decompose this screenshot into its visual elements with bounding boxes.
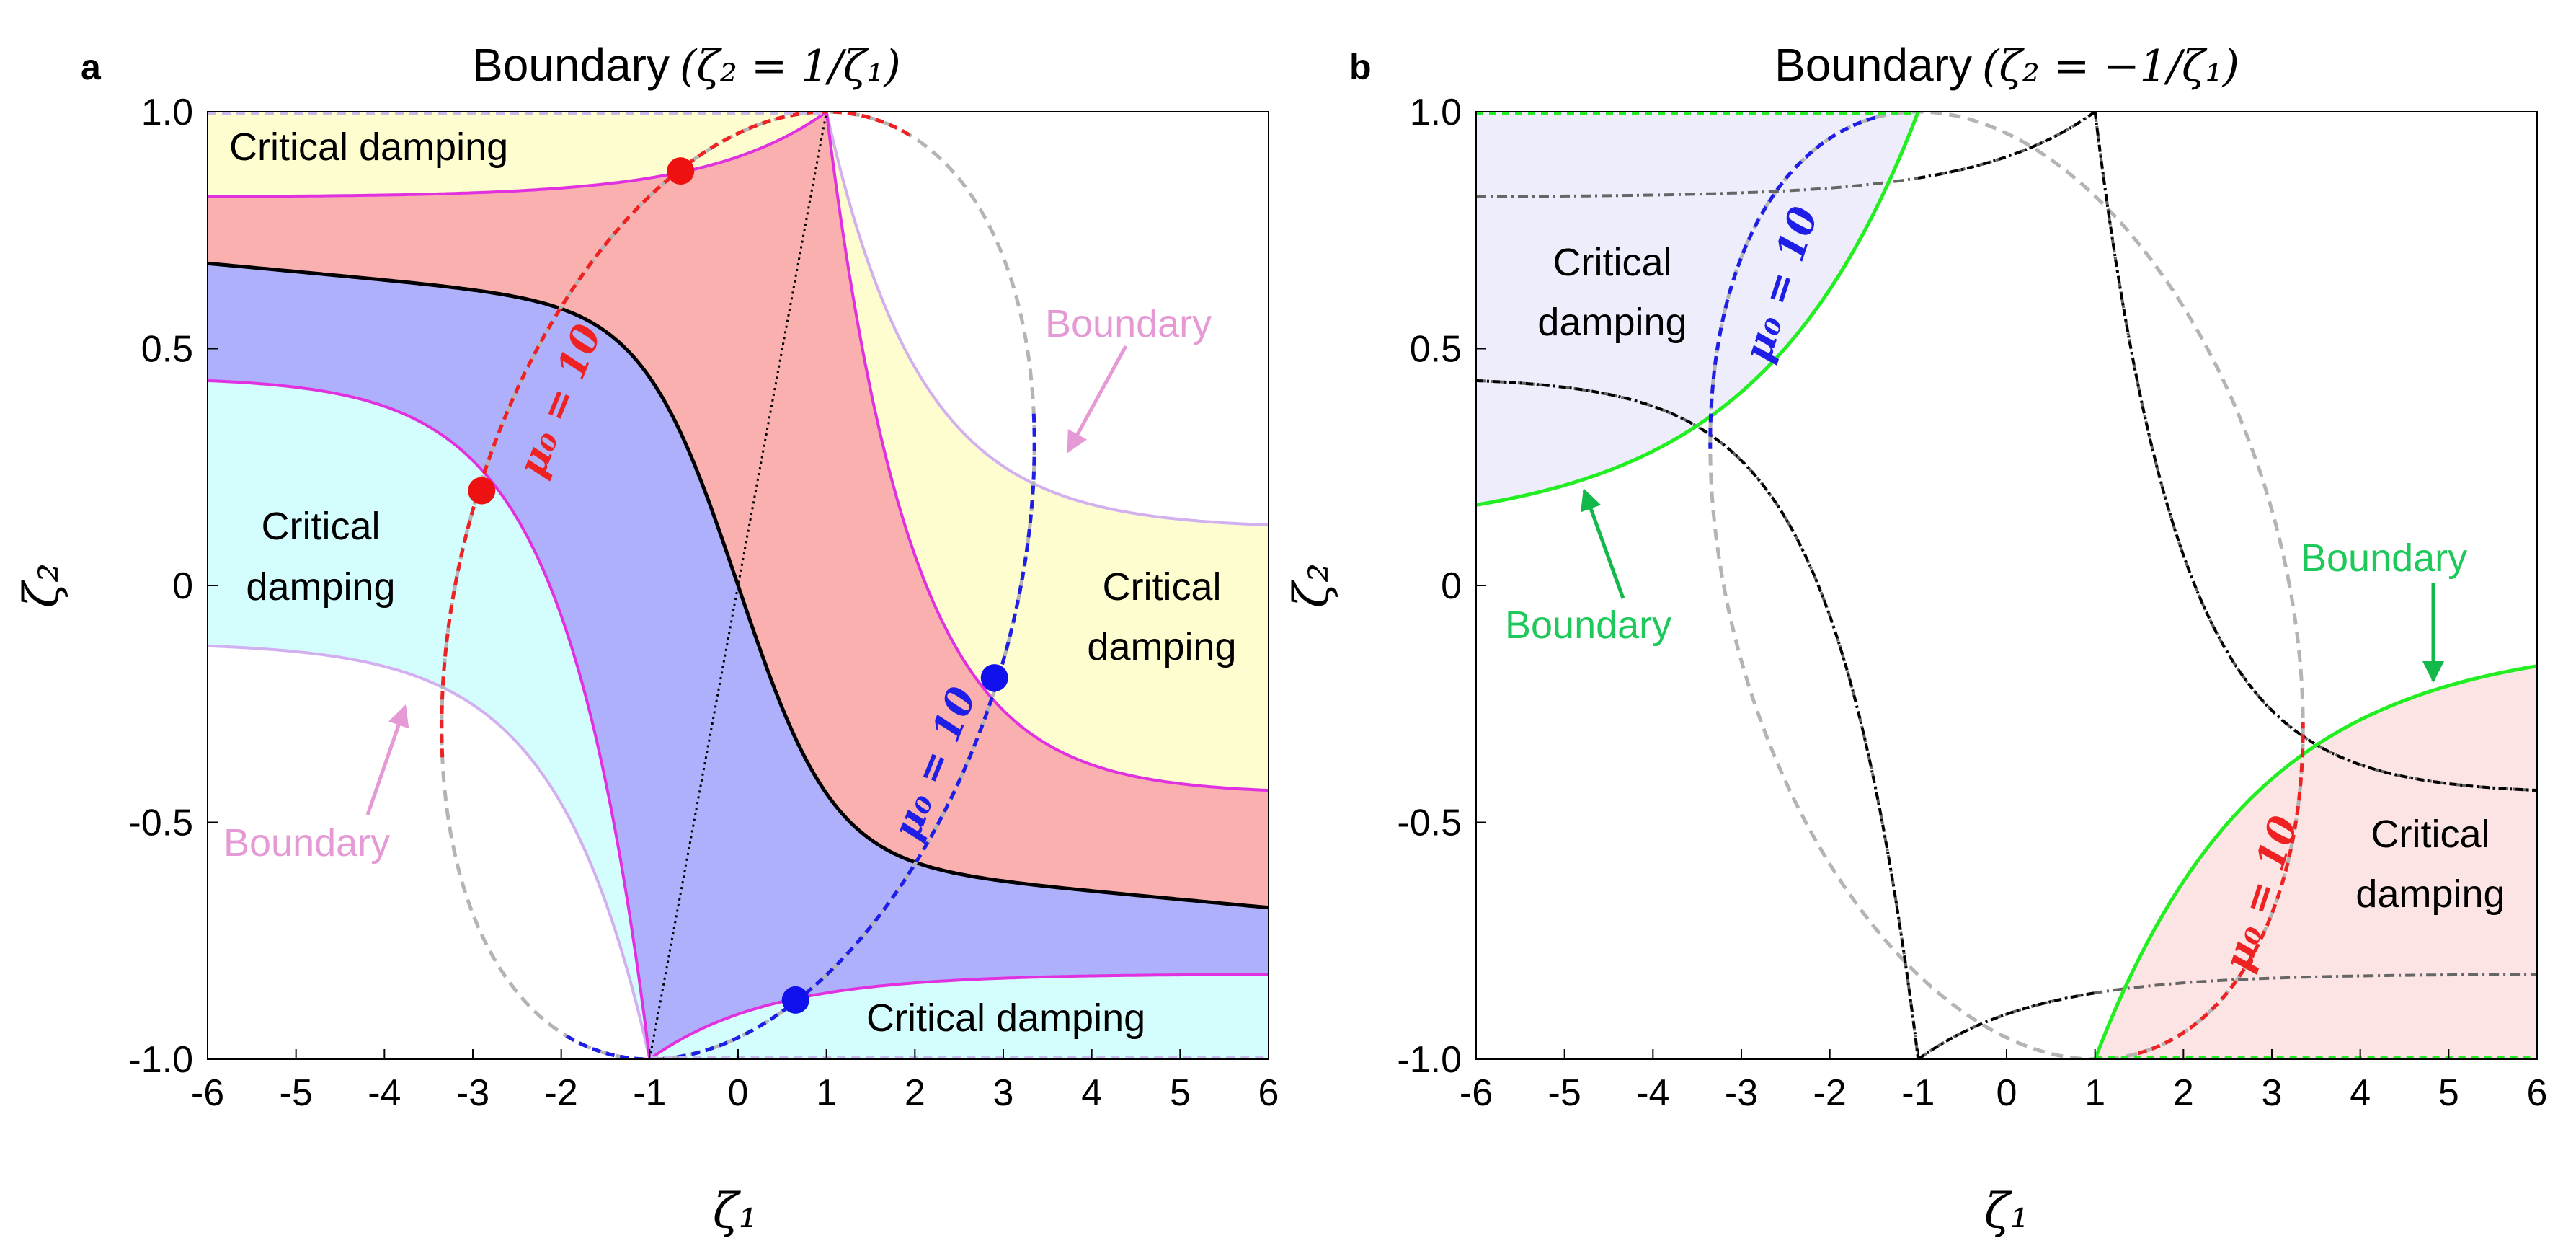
panel-a-xlabel: ζ₁ xyxy=(713,1183,758,1239)
y-tick-label: 1.0 xyxy=(141,92,193,133)
boundary-label-right: Boundary xyxy=(2301,536,2467,580)
y-tick-label: 1.0 xyxy=(1410,92,1462,133)
x-tick-label: -1 xyxy=(1901,1072,1935,1114)
marked-point-blue xyxy=(781,986,809,1014)
black-dashdot-curve-3 xyxy=(1917,991,2096,1059)
panel-b: b Boundary (ζ₂ = −1/ζ₁) -6 -5 -4 -3 -2 -1 0 1 2 3 4… xyxy=(1284,39,2547,1239)
boundary-label-right: Boundary xyxy=(1045,302,1212,345)
y-tick-label: -0.5 xyxy=(128,803,193,844)
diagonal-dotted-line xyxy=(648,112,828,1059)
panel-b-xlabel: ζ₁ xyxy=(1984,1183,2029,1239)
black-dashdot-curve-1 xyxy=(2093,112,2537,792)
x-tick-label: 0 xyxy=(1997,1072,2017,1114)
label-critical-ul-2: damping xyxy=(1537,301,1687,344)
label-critical-ul-1: Critical xyxy=(1553,241,1671,284)
boundary-arrow-right xyxy=(1066,345,1128,454)
y-tick-label: 0.5 xyxy=(141,329,193,371)
marked-point-red xyxy=(468,477,496,505)
x-tick-label: 5 xyxy=(2438,1072,2459,1114)
panel-a-plot-area xyxy=(208,112,1269,1059)
x-tick-label: -3 xyxy=(456,1072,489,1114)
label-critical-left-1: Critical xyxy=(261,505,380,548)
panel-a-yticks: 1.0 0.5 0 -0.5 -1.0 xyxy=(128,92,218,1081)
x-tick-label: -3 xyxy=(1725,1072,1758,1114)
y-tick-label: -1.0 xyxy=(1397,1039,1462,1081)
ellipse-gray xyxy=(440,112,1036,1059)
region-red xyxy=(208,112,1269,908)
boundary-label-left: Boundary xyxy=(1505,604,1671,647)
region-critical-right xyxy=(826,112,1269,791)
critical-curve-3 xyxy=(208,379,652,1059)
boundary-green-upper xyxy=(1476,112,1920,507)
x-tick-label: 4 xyxy=(1081,1072,1102,1114)
label-critical-bottom: Critical damping xyxy=(866,996,1145,1040)
x-tick-label: -1 xyxy=(633,1072,666,1114)
x-tick-label: -4 xyxy=(1636,1072,1669,1114)
boundary-curve-upper xyxy=(825,112,1269,527)
marked-point-blue xyxy=(980,664,1008,692)
x-tick-label: 6 xyxy=(2527,1072,2548,1114)
x-tick-label: 1 xyxy=(2084,1072,2105,1114)
panel-b-letter: b xyxy=(1349,47,1372,87)
boundary-curve-lower xyxy=(208,644,652,1059)
panel-a: a Boundary (ζ₂ = 1/ζ₁) -6 -5 -4 -3 -2 -1 xyxy=(14,39,1279,1239)
boundary-label-left: Boundary xyxy=(223,821,390,865)
region-critical-upper-left xyxy=(1476,112,1919,505)
x-tick-label: 3 xyxy=(2262,1072,2283,1114)
region-critical-top xyxy=(208,112,827,197)
critical-curve-2 xyxy=(825,112,1269,792)
x-tick-label: 5 xyxy=(1170,1072,1191,1114)
panel-b-yticks: 1.0 0.5 0 -0.5 -1.0 xyxy=(1397,92,1486,1081)
panel-a-title: Boundary (ζ₂ = 1/ζ₁) xyxy=(472,39,901,92)
x-tick-label: 6 xyxy=(1258,1072,1279,1114)
x-tick-label: -4 xyxy=(368,1072,401,1114)
panel-a-letter: a xyxy=(81,47,102,87)
x-tick-label: 2 xyxy=(2173,1072,2194,1114)
x-tick-label: 1 xyxy=(816,1072,837,1114)
y-tick-label: 0 xyxy=(1441,565,1462,607)
black-dashdot-curve-4 xyxy=(1917,112,2096,180)
marked-point-red xyxy=(667,157,695,185)
black-curve xyxy=(208,261,1269,910)
x-tick-label: -2 xyxy=(545,1072,578,1114)
boundary-arrow-left xyxy=(365,704,409,815)
panel-b-title: Boundary (ζ₂ = −1/ζ₁) xyxy=(1775,39,2239,92)
critical-curve-4 xyxy=(649,973,1269,1059)
x-tick-label: 2 xyxy=(905,1072,925,1114)
label-critical-left-2: damping xyxy=(246,565,395,609)
label-critical-lr-1: Critical xyxy=(2371,813,2490,856)
label-critical-top: Critical damping xyxy=(229,125,508,169)
panel-a-ylabel: ζ₂ xyxy=(14,563,69,608)
boundary-green-lower xyxy=(2093,664,2537,1059)
y-tick-label: -0.5 xyxy=(1397,803,1462,844)
region-blue xyxy=(208,263,1269,1059)
panel-a-xticks: -6 -5 -4 -3 -2 -1 0 1 2 3 4 5 6 xyxy=(191,1049,1279,1114)
y-tick-label: 0 xyxy=(172,565,193,607)
marked-points xyxy=(468,157,1008,1014)
ellipse-red-segment xyxy=(440,112,911,761)
x-tick-label: -6 xyxy=(1460,1072,1493,1114)
x-tick-label: -2 xyxy=(1813,1072,1847,1114)
y-tick-label: 0.5 xyxy=(1410,329,1462,371)
x-tick-label: -6 xyxy=(191,1072,224,1114)
x-tick-label: 4 xyxy=(2350,1072,2371,1114)
label-critical-right-2: damping xyxy=(1087,625,1236,668)
critical-curve-1 xyxy=(208,112,827,198)
x-tick-label: 0 xyxy=(728,1072,749,1114)
y-tick-label: -1.0 xyxy=(128,1039,193,1081)
panel-b-plot-area xyxy=(1476,112,2537,1059)
x-tick-label: -5 xyxy=(280,1072,313,1114)
label-critical-lr-2: damping xyxy=(2355,872,2505,916)
label-critical-right-1: Critical xyxy=(1102,565,1221,609)
region-critical-lower-right xyxy=(2095,666,2537,1059)
x-tick-label: -5 xyxy=(1548,1072,1581,1114)
panel-b-ylabel: ζ₂ xyxy=(1284,563,1339,608)
panel-b-xticks: -6 -5 -4 -3 -2 -1 0 1 2 3 4 5 6 xyxy=(1460,1049,2548,1114)
region-critical-bottom xyxy=(649,974,1269,1059)
dashdot-curve-2 xyxy=(1917,973,2537,1059)
region-critical-left xyxy=(208,380,650,1059)
x-tick-label: 3 xyxy=(993,1072,1014,1114)
boundary-arrow-left xyxy=(1581,488,1625,599)
